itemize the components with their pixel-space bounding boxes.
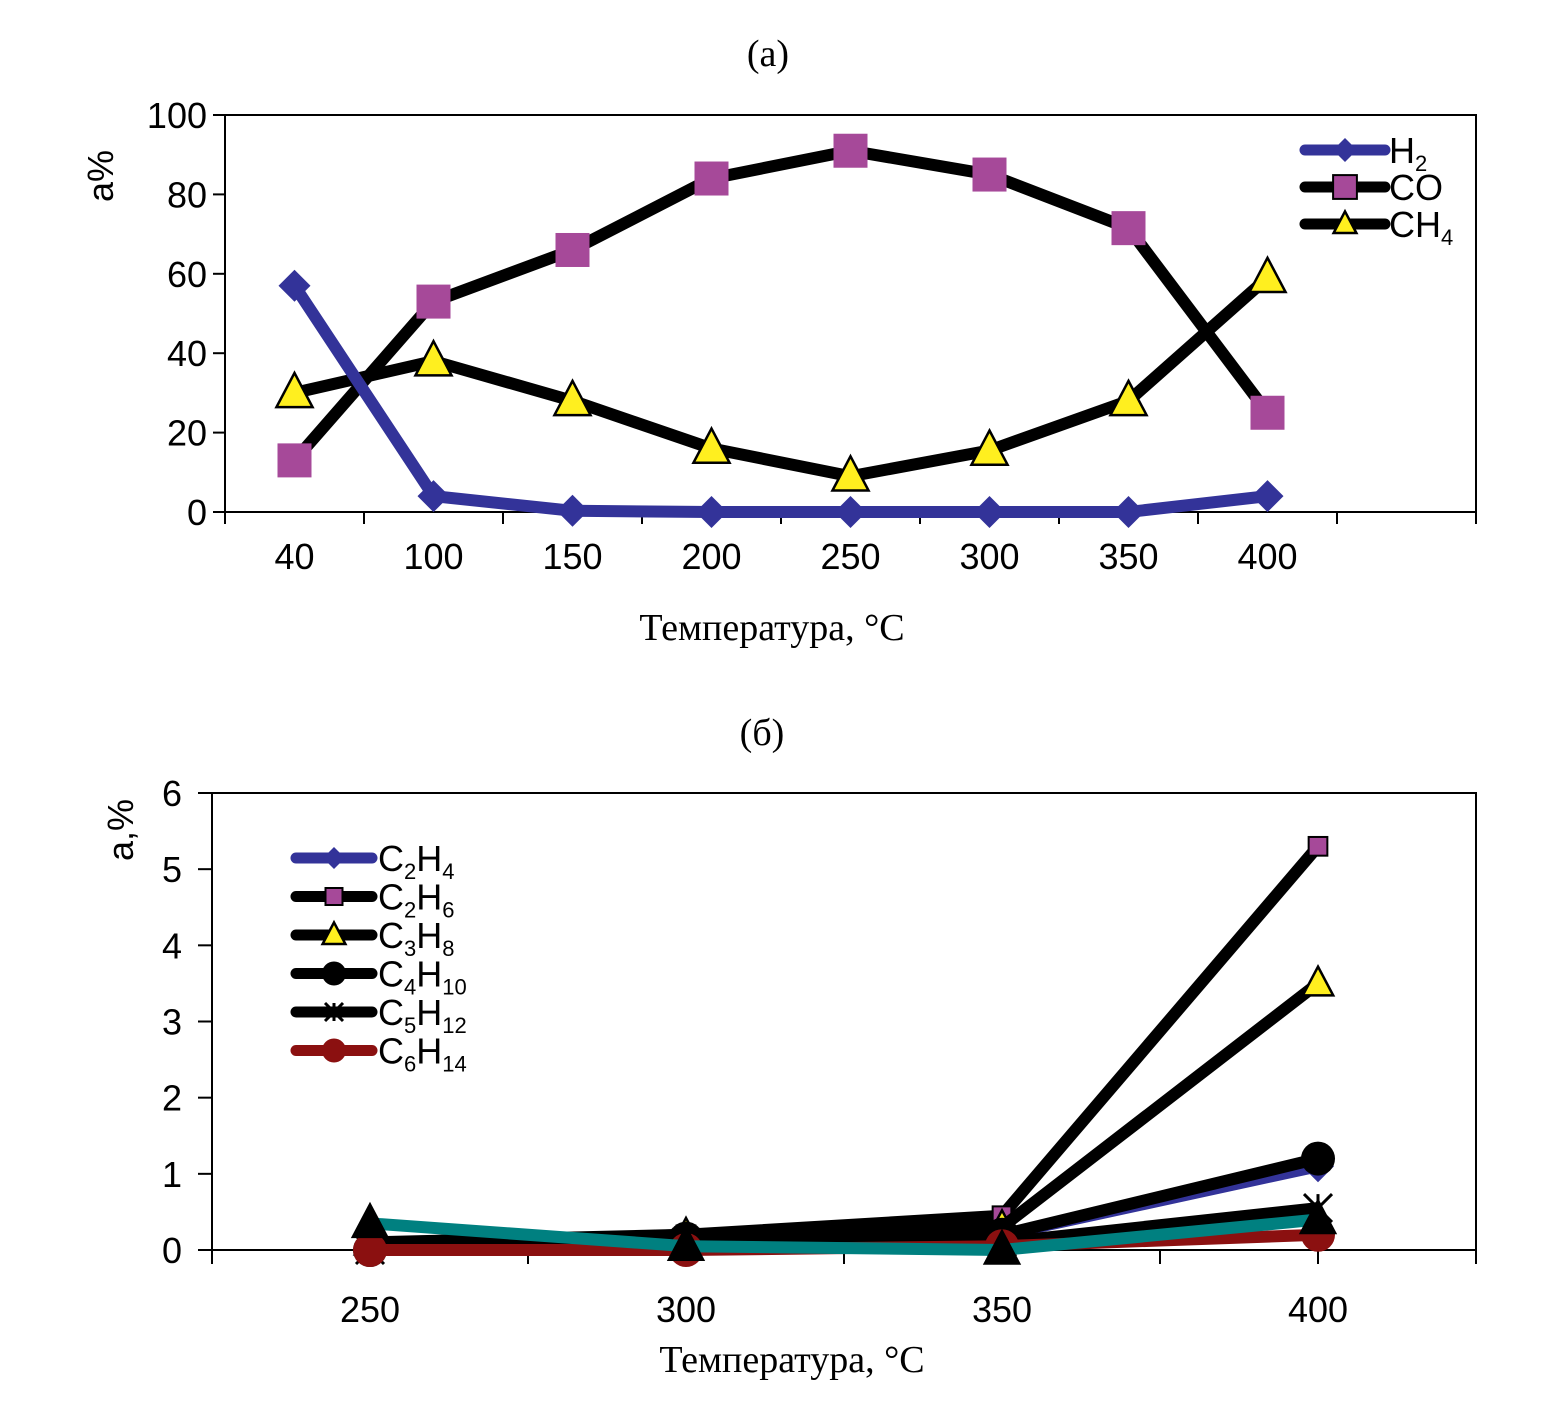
legend-marker-C3H8 — [320, 919, 348, 946]
series-C3H8 — [352, 963, 1336, 1256]
y-tick-label: 4 — [162, 925, 182, 966]
legend-marker-C2H4 — [323, 847, 345, 869]
chart-b: (б) 0 1 2 3 4 5 6 250 300 350 400 a,% Температура… — [100, 712, 1477, 1381]
series-line-unlabeled — [369, 1213, 1319, 1256]
data-point-CO — [555, 232, 590, 267]
legend-marker-C5H12 — [323, 1001, 345, 1023]
x-tick-label: 100 — [403, 536, 463, 577]
data-point-H2 — [278, 269, 311, 302]
y-tick-label: 20 — [167, 413, 207, 454]
data-point-CO — [1250, 395, 1285, 430]
series-line-CO — [289, 144, 1273, 465]
data-point-CH4 — [552, 378, 593, 417]
data-point-unlabeled — [666, 1224, 706, 1261]
legend-label-C2H4: C2H4 — [378, 838, 455, 884]
x-tick-label: 350 — [1098, 536, 1158, 577]
x-tick-label: 400 — [1288, 1289, 1348, 1330]
data-point-CO — [833, 133, 868, 168]
series-line-C2H6 — [369, 842, 1323, 1253]
x-tick-label: 350 — [972, 1289, 1032, 1330]
legend-label-H2: H2 — [1389, 130, 1427, 176]
data-point-CH4 — [830, 453, 871, 492]
chart-b-ylabel: a,% — [100, 799, 141, 861]
x-tick-label: 300 — [959, 536, 1019, 577]
data-point-CO — [1111, 211, 1146, 246]
data-point-unlabeled — [1298, 1197, 1338, 1235]
series-line-H2 — [289, 282, 1269, 518]
legend-label-CH4: CH4 — [1389, 204, 1453, 250]
series-line-CH4 — [293, 273, 1272, 483]
data-point-C4H10 — [1301, 1141, 1335, 1176]
x-tick-label: 250 — [340, 1289, 400, 1330]
chart-a-plot-frame — [224, 114, 1477, 513]
legend-marker-C4H10 — [322, 961, 346, 986]
legend-marker-CO — [1332, 174, 1358, 200]
x-tick-label: 40 — [274, 536, 314, 577]
chart-a-ylabel: a% — [80, 150, 121, 202]
legend-label-CO: CO — [1389, 167, 1443, 208]
data-point-unlabeled — [982, 1228, 1022, 1265]
data-point-CH4 — [274, 370, 315, 409]
y-tick-label: 6 — [162, 773, 182, 814]
legend-label-C6H14: C6H14 — [378, 1031, 467, 1077]
data-point-CO — [972, 157, 1007, 192]
data-point-H2 — [1251, 480, 1284, 513]
data-point-CH4 — [969, 427, 1010, 466]
x-tick-label: 250 — [820, 536, 880, 577]
series-CO — [277, 133, 1285, 478]
data-point-unlabeled — [350, 1201, 390, 1239]
data-point-H2 — [417, 480, 450, 513]
data-point-CH4 — [413, 338, 454, 377]
series-CH4 — [274, 255, 1288, 492]
y-tick-label: 100 — [147, 95, 207, 136]
legend-label-C5H12: C5H12 — [378, 992, 467, 1038]
data-point-C6H14 — [353, 1233, 387, 1267]
legend-label-C4H10: C4H10 — [378, 954, 467, 1000]
legend-marker-C2H6 — [324, 887, 344, 906]
chart-a-xlabel: Температура, °C — [639, 607, 904, 649]
data-point-C2H6 — [1307, 835, 1329, 857]
x-tick-label: 150 — [542, 536, 602, 577]
data-point-CH4 — [691, 425, 732, 464]
data-point-H2 — [556, 494, 589, 527]
data-point-CO — [694, 161, 729, 196]
legend-label-C2H6: C2H6 — [378, 877, 455, 923]
y-tick-label: 5 — [162, 849, 182, 890]
y-tick-label: 80 — [167, 174, 207, 215]
y-tick-label: 0 — [162, 1230, 182, 1271]
data-point-C3H8 — [1300, 963, 1336, 997]
data-point-H2 — [973, 496, 1006, 528]
y-tick-label: 3 — [162, 1002, 182, 1043]
legend-marker-CH4 — [1331, 208, 1359, 235]
legend-marker-C6H14 — [322, 1038, 346, 1063]
legend-marker-H2 — [1333, 138, 1357, 162]
series-unlabeled — [350, 1197, 1338, 1265]
data-point-CH4 — [1108, 378, 1149, 417]
series-line-C3H8 — [369, 978, 1322, 1249]
data-point-CO — [416, 284, 451, 319]
series-H2 — [278, 269, 1284, 528]
data-point-CO — [277, 443, 312, 478]
x-tick-label: 300 — [656, 1289, 716, 1330]
y-tick-label: 0 — [187, 492, 207, 533]
y-tick-label: 40 — [167, 333, 207, 374]
y-tick-label: 1 — [162, 1154, 182, 1195]
data-point-H2 — [834, 496, 867, 528]
legend-label-C3H8: C3H8 — [378, 915, 455, 961]
data-point-H2 — [695, 496, 728, 528]
x-tick-label: 400 — [1237, 536, 1297, 577]
chart-b-xlabel: Температура, °C — [659, 1339, 924, 1381]
chart-b-title: (б) — [740, 712, 785, 754]
data-point-H2 — [1112, 496, 1145, 528]
data-point-CH4 — [1247, 255, 1288, 294]
chart-a: (a) 0 20 40 60 80 100 40 100 150 200 250 300 350 400… — [80, 33, 1477, 649]
chart-a-title: (a) — [747, 33, 789, 75]
y-tick-label: 2 — [162, 1078, 182, 1119]
x-tick-label: 200 — [681, 536, 741, 577]
y-tick-label: 60 — [167, 254, 207, 295]
